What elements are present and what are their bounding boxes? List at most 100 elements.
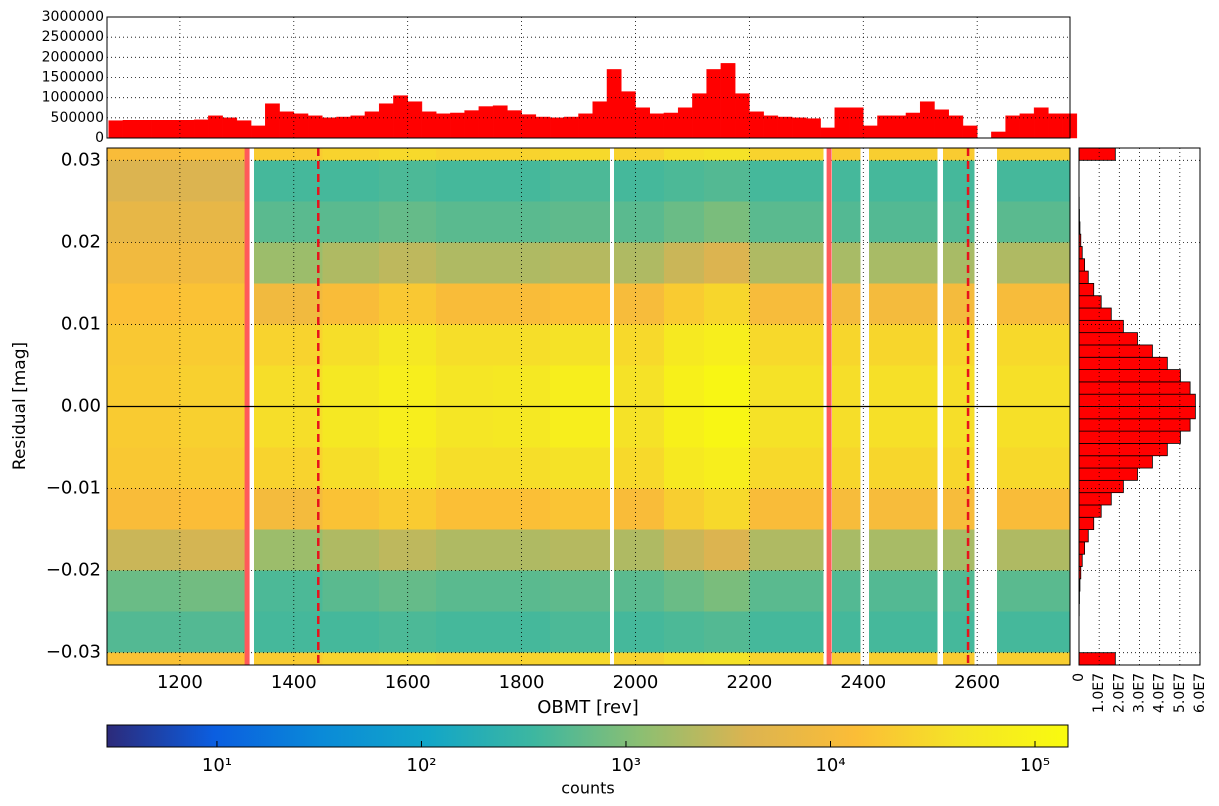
heatmap-cell (550, 324, 610, 366)
heatmap-cell (703, 324, 750, 366)
x-tick-label: 0 (1071, 673, 1087, 682)
y-tick-label: 0.02 (61, 231, 101, 252)
heatmap-cell (550, 447, 610, 489)
histogram-bar (1078, 381, 1191, 395)
histogram-bar (507, 110, 522, 139)
y-tick-label: 3000000 (42, 9, 104, 25)
y-tick-label: 500000 (51, 110, 104, 126)
heatmap-cell (322, 570, 380, 612)
heatmap-cell (749, 570, 824, 612)
heatmap-cell (997, 365, 1070, 407)
heatmap-cell (663, 242, 704, 284)
x-tick-label: 1200 (157, 672, 203, 693)
histogram-bar (378, 103, 394, 139)
heatmap-cell (613, 570, 664, 612)
heatmap-cell (663, 570, 704, 612)
x-tick-label: 1400 (271, 672, 317, 693)
heatmap-cell (179, 283, 249, 325)
x-tick-label: 1.0E7 (1091, 673, 1107, 713)
heatmap-cell (831, 160, 861, 202)
x-tick-label: 2400 (840, 672, 886, 693)
heatmap-cell (663, 529, 704, 571)
heatmap-cell (868, 570, 938, 612)
histogram-bar (948, 115, 964, 139)
heatmap-cell (868, 324, 938, 366)
histogram-bar (165, 120, 181, 139)
heatmap-cell (550, 283, 610, 325)
histogram-bar (791, 117, 807, 139)
heatmap-cell (322, 324, 380, 366)
heatmap-cell (663, 611, 704, 653)
heatmap-cell (436, 324, 494, 366)
histogram-bar (1078, 467, 1138, 481)
heatmap-cell (493, 652, 551, 665)
heatmap-cell (997, 529, 1070, 571)
histogram-bar (478, 106, 494, 139)
heatmap-cell (663, 406, 704, 448)
histogram-bar (1078, 356, 1168, 370)
heatmap-cell (436, 447, 494, 489)
heatmap-cell (107, 160, 180, 202)
heatmap-cell (613, 148, 664, 161)
heatmap-cell (107, 611, 180, 653)
heatmap-cell (107, 652, 180, 665)
x-tick-label: 4.0E7 (1152, 673, 1168, 713)
heatmap-cell (322, 488, 380, 530)
heatmap-cell (107, 148, 180, 161)
heatmap-cell (831, 611, 861, 653)
histogram-bar (749, 111, 764, 139)
histogram-bar (1048, 113, 1063, 139)
histogram-bar (820, 127, 836, 139)
heatmap-cell (868, 447, 938, 489)
y-axis-label: Residual [mag] (10, 342, 30, 470)
histogram-bar (336, 116, 351, 139)
heatmap-cell (997, 570, 1070, 612)
heatmap-cell (868, 148, 938, 161)
heatmap-cell (436, 283, 494, 325)
y-tick-label: 2000000 (42, 49, 104, 65)
heatmap-cell (550, 611, 610, 653)
heatmap-cell (550, 160, 610, 202)
heatmap-cell (943, 242, 975, 284)
plot-frame (106, 16, 1071, 139)
heatmap-cell (107, 283, 180, 325)
colorbar-tick-label: 10⁵ (1020, 755, 1050, 776)
heatmap-cell (997, 488, 1070, 530)
histogram-bar (1078, 418, 1191, 432)
histogram-bar (250, 125, 266, 139)
histogram-bar (962, 125, 978, 139)
heatmap-cell (179, 242, 249, 284)
heatmap-cell (943, 447, 975, 489)
heatmap-cell (943, 570, 975, 612)
heatmap-cell (943, 148, 975, 161)
heatmap-cell (703, 365, 750, 407)
heatmap-cell (613, 365, 664, 407)
histogram-bar (1078, 147, 1116, 161)
y-tick-label: −0.02 (46, 560, 101, 581)
histogram-bar (863, 125, 878, 139)
heatmap-cell (703, 201, 750, 243)
heatmap-cell (831, 406, 861, 448)
heatmap-cell (663, 488, 704, 530)
heatmap-cell (107, 242, 180, 284)
heatmap-cell (997, 652, 1070, 665)
heatmap-cell (322, 148, 380, 161)
histogram-bar (222, 117, 238, 139)
heatmap-cell (107, 406, 180, 448)
heatmap-cell (749, 242, 824, 284)
heatmap-cell (179, 488, 249, 530)
heatmap-cell (997, 611, 1070, 653)
plot-frame (1078, 147, 1201, 666)
heatmap-cell (322, 611, 380, 653)
heatmap-cell (322, 447, 380, 489)
heatmap-cell (868, 529, 938, 571)
heatmap-cell (703, 529, 750, 571)
histogram-bar (293, 113, 309, 139)
histogram-bar (848, 107, 864, 139)
heatmap-cell (831, 529, 861, 571)
heatmap-cell (997, 148, 1070, 161)
heatmap-cell (179, 406, 249, 448)
y-tick-label: 0.01 (61, 313, 101, 334)
heatmap-cell (749, 365, 824, 407)
